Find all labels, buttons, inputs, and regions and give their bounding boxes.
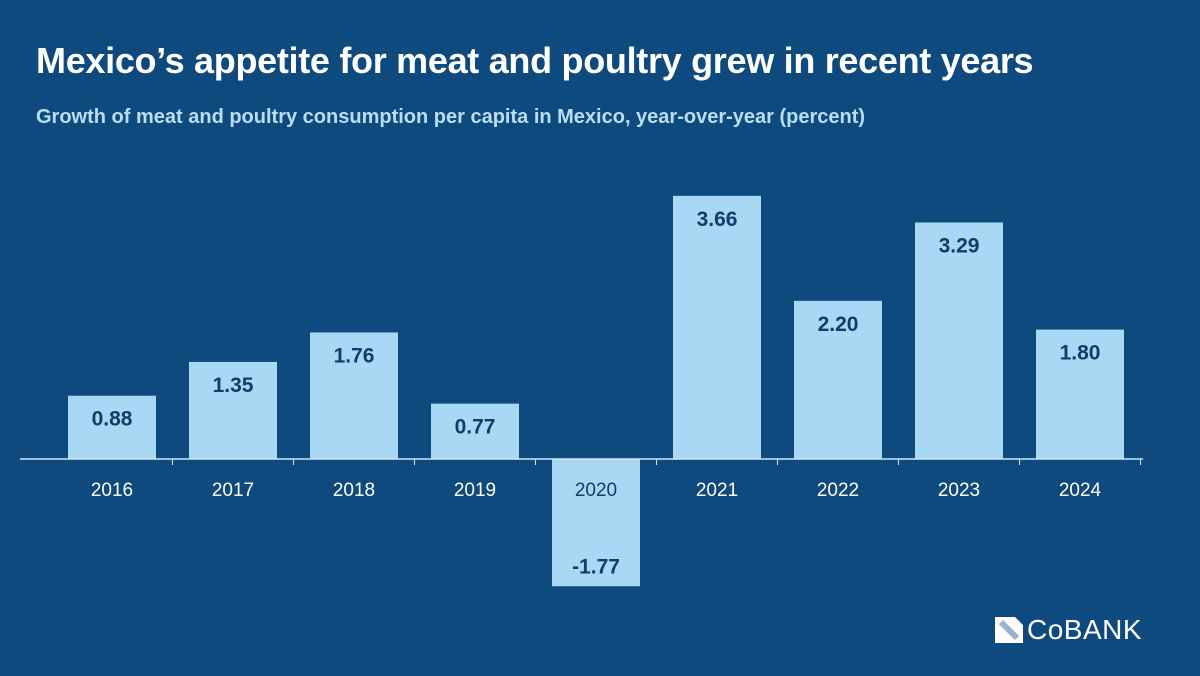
data-label: 1.35 bbox=[213, 374, 254, 397]
bar-2017 bbox=[189, 361, 277, 459]
x-tick-label: 2018 bbox=[333, 480, 375, 501]
x-tick-label: 2023 bbox=[938, 480, 980, 501]
x-tick-label: 2019 bbox=[454, 480, 496, 501]
x-tick-label: 2021 bbox=[696, 480, 738, 501]
bar-2022 bbox=[794, 300, 882, 459]
data-label: 0.77 bbox=[455, 416, 496, 439]
cobank-logo-icon bbox=[995, 617, 1023, 643]
x-tick-label: 2024 bbox=[1059, 480, 1102, 501]
x-tick-label: 2017 bbox=[212, 480, 254, 501]
cobank-logo: CoBANK bbox=[995, 614, 1142, 646]
bar-2020 bbox=[552, 459, 640, 587]
chart-title: Mexico’s appetite for meat and poultry g… bbox=[36, 40, 1034, 81]
bar-2024 bbox=[1036, 329, 1124, 459]
data-label: 3.66 bbox=[697, 208, 738, 231]
data-label: 3.29 bbox=[939, 234, 980, 257]
x-tick-label: 2020 bbox=[575, 480, 617, 501]
data-label: 1.80 bbox=[1060, 342, 1101, 365]
bar-2019 bbox=[431, 403, 519, 459]
bar-2023 bbox=[915, 222, 1003, 459]
data-label: 0.88 bbox=[92, 408, 133, 431]
bar-2016 bbox=[68, 395, 156, 459]
x-tick-label: 2022 bbox=[817, 480, 859, 501]
chart-subtitle: Growth of meat and poultry consumption p… bbox=[36, 106, 866, 128]
bar-2021 bbox=[673, 195, 761, 459]
x-tick-label: 2016 bbox=[91, 480, 133, 501]
data-label: 1.76 bbox=[334, 344, 375, 367]
bar-2018 bbox=[310, 332, 398, 459]
data-label: 2.20 bbox=[818, 313, 859, 336]
data-label: -1.77 bbox=[572, 555, 620, 578]
brand-name: CoBANK bbox=[1027, 614, 1143, 645]
